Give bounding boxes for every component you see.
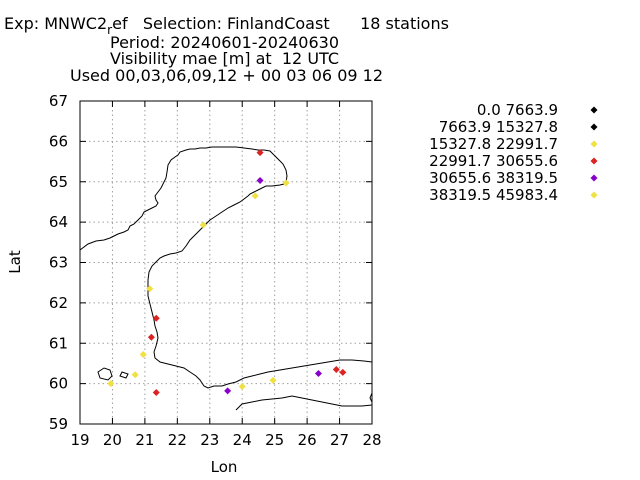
x-tick-label: 24 <box>233 431 252 449</box>
legend-label: 22991.7 30655.6 <box>429 152 558 170</box>
legend-label: 7663.9 15327.8 <box>439 118 558 136</box>
data-point <box>251 192 259 200</box>
data-point <box>152 314 160 322</box>
data-point <box>256 177 264 185</box>
legend-label: 38319.5 45983.4 <box>429 186 558 204</box>
aland-islands <box>97 367 113 381</box>
coastline <box>79 146 373 411</box>
x-tick-label: 23 <box>200 431 219 449</box>
data-points <box>107 149 347 397</box>
data-point <box>199 221 207 229</box>
data-point <box>152 389 160 397</box>
grid <box>80 101 372 424</box>
legend-marker <box>590 157 598 165</box>
x-axis-label: Lon <box>211 458 238 476</box>
aland-islet <box>119 371 129 379</box>
used-line: Used 00,03,06,09,12 + 00 03 06 09 12 <box>70 66 383 85</box>
y-tick-label: 62 <box>49 294 68 312</box>
x-tick-label: 26 <box>298 431 317 449</box>
data-point <box>146 285 154 293</box>
x-tick-label: 28 <box>362 431 381 449</box>
chart-title: Visibility mae [m] at 12 UTC <box>110 49 340 68</box>
y-tick-label: 66 <box>49 132 68 150</box>
y-tick-label: 65 <box>49 173 68 191</box>
period-line: Period: 20240601-20240630 <box>110 33 340 52</box>
x-tick-label: 22 <box>168 431 187 449</box>
data-point <box>107 380 115 388</box>
y-tick-label: 59 <box>49 415 68 433</box>
axes: 19 20 21 22 23 24 25 26 27 28 59 60 61 62 63 64 65 66 67 <box>49 92 382 449</box>
data-point <box>224 387 232 395</box>
data-point <box>147 333 155 341</box>
legend-marker <box>590 191 598 199</box>
data-point <box>332 365 340 373</box>
legend-label: 15327.8 22991.7 <box>429 135 558 153</box>
x-tick-label: 21 <box>135 431 154 449</box>
y-tick-label: 61 <box>49 334 68 352</box>
legend-marker <box>590 174 598 182</box>
y-tick-label: 64 <box>49 213 68 231</box>
x-tick-label: 25 <box>265 431 284 449</box>
legend-marker <box>590 140 598 148</box>
data-point <box>256 149 264 157</box>
data-point <box>131 371 139 379</box>
coastline-gulf-edge <box>369 392 373 403</box>
y-tick-label: 67 <box>49 92 68 110</box>
data-point <box>139 351 147 359</box>
y-axis-label: Lat <box>6 250 24 274</box>
data-point <box>339 368 347 376</box>
data-point <box>314 370 322 378</box>
legend-marker <box>590 123 598 131</box>
coastline-west-finland <box>79 146 373 389</box>
legend-label: 30655.6 38319.5 <box>429 169 558 187</box>
x-tick-label: 20 <box>103 431 122 449</box>
y-tick-label: 60 <box>49 375 68 393</box>
data-point <box>282 179 290 187</box>
x-tick-label: 27 <box>330 431 349 449</box>
data-point <box>269 376 277 384</box>
legend-marker <box>590 106 598 114</box>
experiment-title: Exp: MNWC2ref Selection: FinlandCoast 18… <box>4 14 449 37</box>
data-point <box>238 382 246 390</box>
coastline-estonia <box>235 395 373 411</box>
y-tick-label: 63 <box>49 254 68 272</box>
x-tick-label: 19 <box>70 431 89 449</box>
legend-label: 0.0 7663.9 <box>477 101 558 119</box>
